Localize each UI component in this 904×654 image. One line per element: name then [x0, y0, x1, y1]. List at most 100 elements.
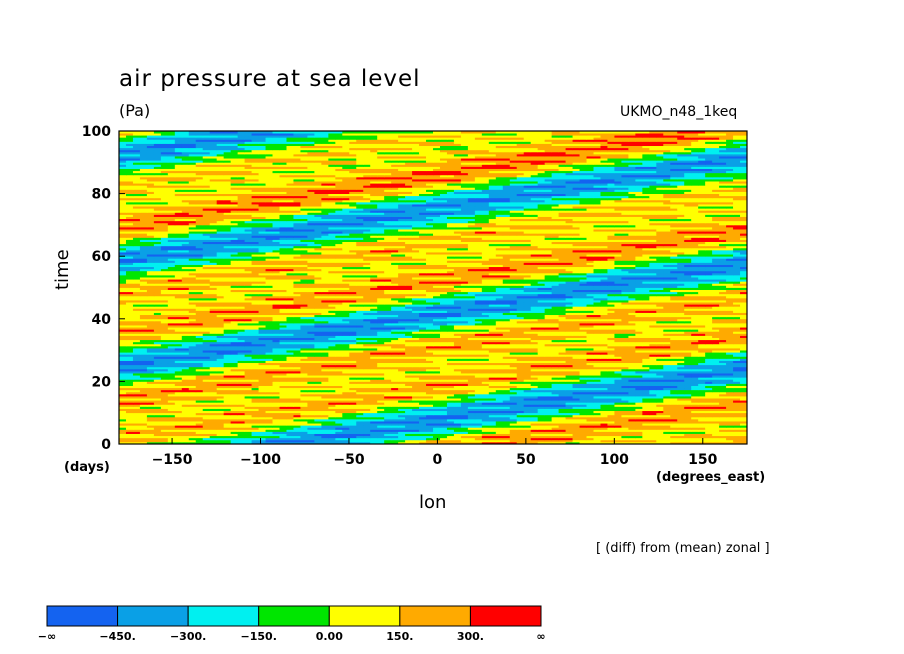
- heatmap-cell: [314, 356, 322, 359]
- heatmap-cell: [377, 352, 385, 355]
- heatmap-cell: [740, 387, 748, 391]
- heatmap-cell: [426, 366, 434, 370]
- heatmap-cell: [635, 402, 643, 405]
- heatmap-cell: [523, 416, 532, 420]
- heatmap-cell: [356, 431, 364, 434]
- heatmap-cell: [649, 439, 657, 443]
- heatmap-cell: [132, 364, 141, 368]
- heatmap-cell: [593, 431, 601, 434]
- heatmap-cell: [230, 412, 239, 416]
- heatmap-cell: [391, 354, 399, 357]
- heatmap-cell: [272, 360, 280, 364]
- heatmap-cell: [202, 350, 211, 353]
- heatmap-cell: [412, 387, 420, 391]
- heatmap-cell: [265, 423, 273, 426]
- heatmap-cell: [349, 439, 357, 443]
- heatmap-cell: [656, 356, 664, 359]
- heatmap-cell: [572, 356, 580, 359]
- heatmap-cell: [509, 439, 518, 443]
- heatmap-cell: [509, 385, 518, 389]
- heatmap-cell: [488, 435, 497, 439]
- heatmap-cell: [509, 427, 518, 430]
- heatmap-cell: [279, 425, 287, 428]
- heatmap-cell: [467, 418, 476, 422]
- heatmap-cell: [272, 385, 280, 389]
- heatmap-cell: [537, 377, 546, 380]
- heatmap-cell: [719, 373, 727, 376]
- heatmap-cell: [328, 391, 336, 395]
- heatmap-cell: [607, 402, 615, 405]
- heatmap-cell: [160, 370, 169, 374]
- heatmap-cell: [628, 396, 636, 399]
- heatmap-cell: [125, 412, 134, 416]
- heatmap-cell: [516, 433, 525, 437]
- heatmap-cell: [600, 348, 608, 351]
- heatmap-cell: [237, 356, 245, 359]
- heatmap-cell: [391, 373, 399, 376]
- heatmap-cell: [740, 358, 748, 361]
- heatmap-cell: [474, 368, 483, 372]
- heatmap-cell: [677, 437, 685, 441]
- heatmap-cell: [705, 441, 713, 445]
- heatmap-cell: [530, 375, 539, 378]
- heatmap-cell: [181, 362, 190, 366]
- heatmap-cell: [167, 402, 176, 405]
- heatmap-cell: [384, 354, 392, 357]
- heatmap-cell: [230, 370, 239, 374]
- model-label: UKMO_n48_1keq: [620, 104, 738, 120]
- heatmap-cell: [460, 418, 469, 422]
- heatmap-cell: [286, 345, 294, 349]
- heatmap-cell: [419, 370, 427, 374]
- heatmap-cell: [635, 354, 643, 357]
- heatmap-cell: [251, 366, 259, 370]
- heatmap-cell: [607, 391, 615, 395]
- heatmap-cell: [223, 412, 232, 416]
- heatmap-cell: [523, 356, 532, 359]
- heatmap-cell: [139, 412, 148, 416]
- heatmap-cell: [551, 366, 559, 370]
- heatmap-cell: [342, 406, 350, 409]
- heatmap-cell: [635, 439, 643, 443]
- heatmap-cell: [740, 427, 748, 430]
- heatmap-cell: [314, 408, 322, 412]
- heatmap-cell: [642, 433, 650, 437]
- heatmap-cell: [377, 396, 385, 399]
- heatmap-cell: [733, 362, 741, 366]
- heatmap-cell: [579, 358, 587, 361]
- heatmap-cell: [565, 418, 573, 422]
- heatmap-cell: [614, 439, 622, 443]
- heatmap-cell: [342, 408, 350, 412]
- heatmap-cell: [572, 421, 580, 424]
- heatmap-cell: [586, 410, 594, 414]
- heatmap-cell: [363, 393, 371, 397]
- heatmap-cell: [474, 385, 483, 389]
- heatmap-cell: [335, 362, 343, 366]
- heatmap-cell: [586, 406, 594, 409]
- heatmap-cell: [167, 385, 176, 389]
- heatmap-cell: [649, 348, 657, 351]
- heatmap-cell: [649, 362, 657, 366]
- heatmap-cell: [642, 389, 650, 393]
- heatmap-cell: [565, 360, 573, 364]
- heatmap-cell: [572, 429, 580, 432]
- heatmap-cell: [167, 368, 176, 372]
- heatmap-cell: [342, 416, 350, 420]
- heatmap-cell: [516, 406, 525, 409]
- heatmap-cell: [726, 387, 734, 391]
- heatmap-cell: [405, 385, 413, 389]
- heatmap-cell: [139, 423, 148, 426]
- heatmap-cell: [412, 393, 420, 397]
- heatmap-cell: [433, 404, 441, 407]
- heatmap-cell: [698, 416, 706, 420]
- heatmap-cell: [293, 373, 301, 376]
- heatmap-cell: [342, 439, 350, 443]
- heatmap-cell: [628, 425, 636, 428]
- heatmap-cell: [712, 356, 720, 359]
- heatmap-cell: [593, 439, 601, 443]
- heatmap-cell: [607, 356, 615, 359]
- heatmap-cell: [677, 362, 685, 366]
- heatmap-cell: [272, 391, 280, 395]
- heatmap-cell: [307, 406, 315, 409]
- heatmap-cell: [712, 393, 720, 397]
- heatmap-cell: [509, 412, 518, 416]
